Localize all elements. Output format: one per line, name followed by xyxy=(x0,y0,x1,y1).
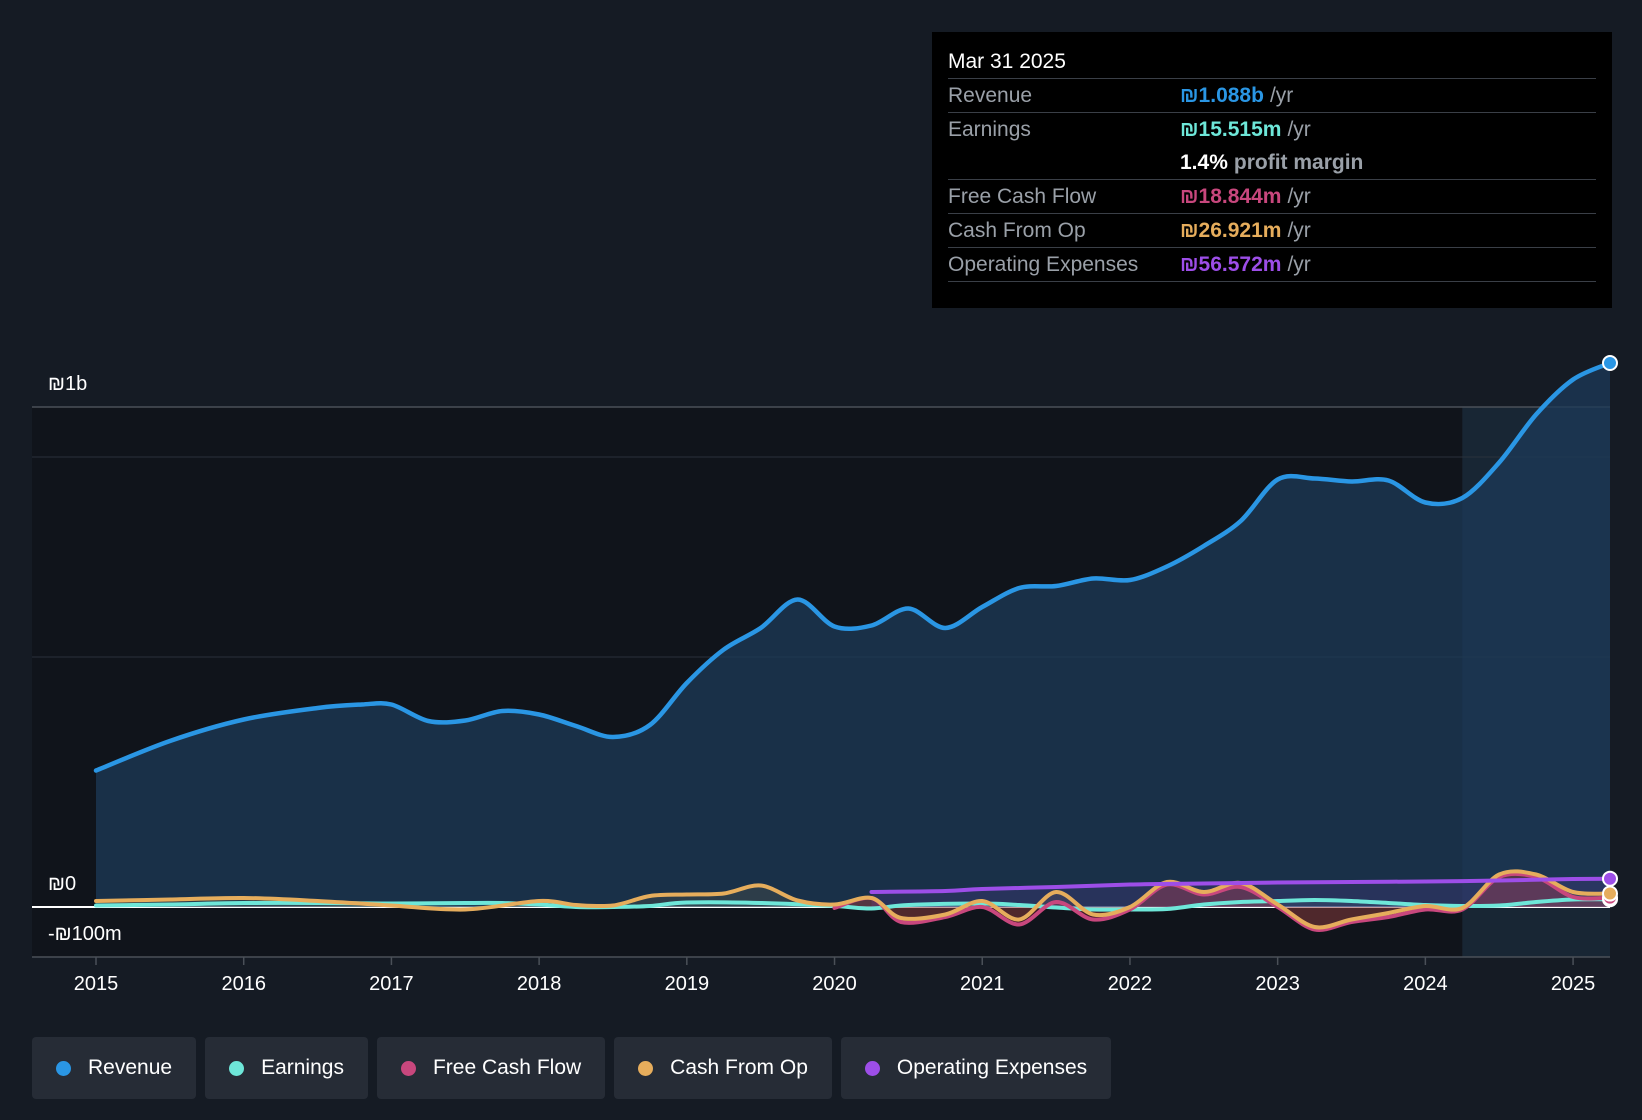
tooltip-value: 1.4% xyxy=(1180,150,1228,174)
legend-label: Free Cash Flow xyxy=(432,1056,582,1079)
legend-item-fcf[interactable]: Free Cash Flow xyxy=(376,1037,606,1099)
legend-item-cfo[interactable]: Cash From Op xyxy=(614,1037,832,1099)
opex-line xyxy=(869,876,1612,894)
earnings-line xyxy=(94,897,1612,912)
legend: Revenue Earnings Free Cash Flow Cash Fro… xyxy=(32,1037,1112,1099)
tooltip-label: Cash From Op xyxy=(948,218,1086,242)
x-tick-label: 2018 xyxy=(517,973,562,995)
series-end-markers xyxy=(1602,355,1618,908)
tooltip-row-margin: 1.4% profit margin xyxy=(948,146,1596,179)
legend-item-opex[interactable]: Operating Expenses xyxy=(840,1037,1112,1099)
legend-label: Revenue xyxy=(88,1056,173,1079)
tooltip-value: ₪15.515m xyxy=(1180,117,1282,141)
revenue-line xyxy=(93,360,1613,773)
y-tick-label: ₪1b xyxy=(48,373,87,395)
x-tick-label: 2023 xyxy=(1255,973,1300,995)
x-tick-label: 2016 xyxy=(221,973,266,995)
fcf-dot-icon xyxy=(400,1060,416,1076)
tooltip-unit: /yr xyxy=(1287,252,1311,276)
tooltip-row-cfo: Cash From Op ₪26.921m /yr xyxy=(948,213,1596,247)
x-tick-label: 2022 xyxy=(1108,973,1153,995)
series-lines xyxy=(93,360,1613,932)
earnings-dot-icon xyxy=(229,1060,245,1076)
tooltip-row-fcf: Free Cash Flow ₪18.844m /yr xyxy=(948,179,1596,213)
x-tick-label: 2015 xyxy=(74,973,119,995)
legend-item-revenue[interactable]: Revenue xyxy=(32,1037,197,1099)
x-tick-label: 2024 xyxy=(1403,973,1448,995)
opex-area xyxy=(871,878,1610,907)
tooltip-unit: /yr xyxy=(1287,117,1311,141)
x-tick-label: 2021 xyxy=(960,973,1005,995)
tooltip-label: Free Cash Flow xyxy=(948,184,1097,208)
x-tick-label: 2025 xyxy=(1551,973,1596,995)
x-tick-label: 2020 xyxy=(812,973,857,995)
tooltip-unit: /yr xyxy=(1287,184,1311,208)
tooltip-unit: profit margin xyxy=(1233,150,1364,174)
tooltip-label: Revenue xyxy=(948,83,1033,107)
cfo-line xyxy=(94,869,1612,930)
revenue-area xyxy=(96,363,1610,907)
legend-label: Cash From Op xyxy=(670,1056,808,1079)
tooltip-label: Earnings xyxy=(948,117,1031,141)
tooltip-value: ₪1.088b xyxy=(1180,83,1264,107)
tooltip-row-earnings: Earnings ₪15.515m /yr xyxy=(948,112,1596,146)
y-axis-labels: ₪1b ₪0 -₪100m xyxy=(48,373,122,945)
y-tick-label: -₪100m xyxy=(48,923,122,945)
tooltip: Mar 31 2025 Revenue ₪1.088b /yr Earnings… xyxy=(932,32,1612,308)
y-tick-label: ₪0 xyxy=(48,873,76,895)
legend-label: Earnings xyxy=(261,1056,344,1079)
x-axis: 2015 2016 2017 2018 2019 2020 2021 2022 2023 2024… xyxy=(74,957,1596,995)
x-tick-label: 2019 xyxy=(665,973,710,995)
tooltip-unit: /yr xyxy=(1287,218,1311,242)
cfo-end-marker xyxy=(1602,885,1618,902)
tooltip-unit: /yr xyxy=(1269,83,1294,107)
revenue-dot-icon xyxy=(56,1060,71,1076)
tooltip-value: ₪18.844m xyxy=(1180,184,1282,208)
revenue-end-marker xyxy=(1602,355,1618,371)
opex-end-marker xyxy=(1602,870,1618,887)
cfo-dot-icon xyxy=(638,1060,654,1076)
legend-item-earnings[interactable]: Earnings xyxy=(205,1037,368,1099)
tooltip-date: Mar 31 2025 xyxy=(948,50,1066,73)
tooltip-row-opex: Operating Expenses ₪56.572m /yr xyxy=(948,247,1596,282)
tooltip-row-revenue: Revenue ₪1.088b /yr xyxy=(948,78,1596,112)
tooltip-value: ₪56.572m xyxy=(1180,252,1282,276)
x-tick-label: 2017 xyxy=(369,973,414,995)
legend-label: Operating Expenses xyxy=(896,1056,1088,1079)
tooltip-value: ₪26.921m xyxy=(1180,218,1282,242)
opex-dot-icon xyxy=(864,1060,880,1076)
tooltip-label: Operating Expenses xyxy=(948,252,1139,276)
